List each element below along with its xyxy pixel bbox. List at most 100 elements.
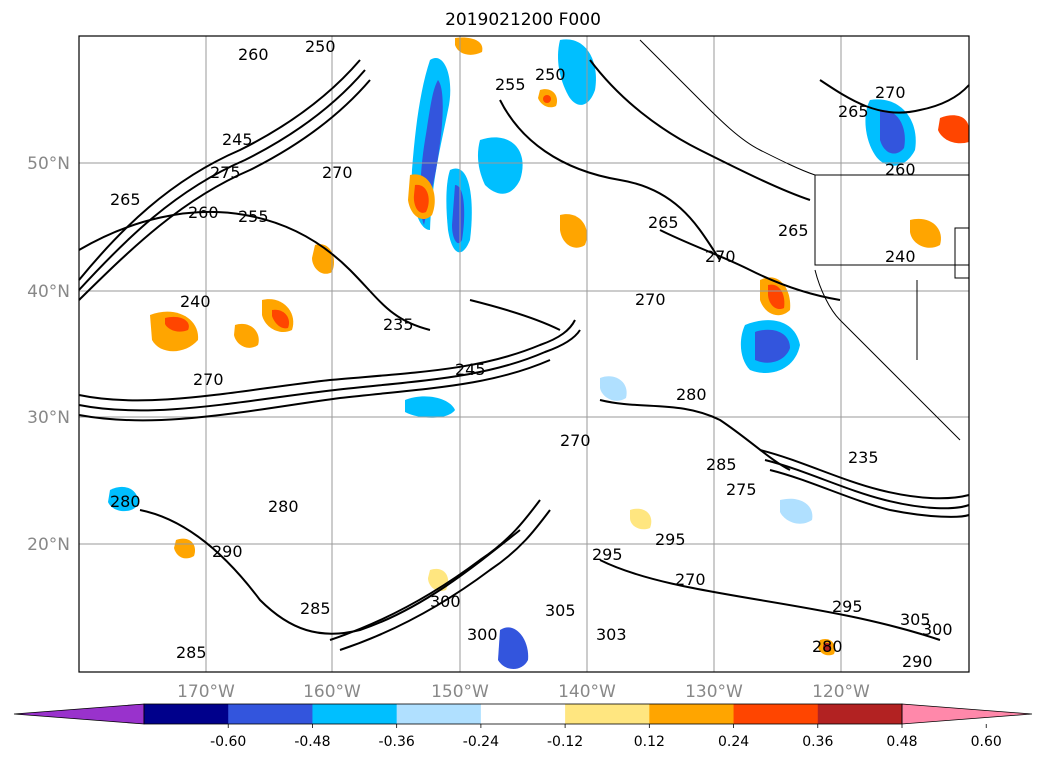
contour-line [764, 459, 970, 510]
shade-patch [755, 329, 790, 363]
contour-lines [78, 59, 970, 651]
contour-label: 255 [495, 75, 526, 94]
lon-label: 140°W [558, 682, 616, 702]
contour-label: 305 [545, 601, 576, 620]
contour-line [139, 509, 521, 635]
colorbar-tick-label: -0.12 [547, 734, 583, 750]
colorbar-segment [817, 704, 903, 724]
contour-label: 280 [676, 385, 707, 404]
contour-label: 245 [222, 130, 253, 149]
colorbar-tick-label: 0.12 [634, 734, 665, 750]
colorbar-segment [649, 704, 735, 724]
map-panel: 260 250 255 250 265 270 245 275 265 260 … [78, 35, 970, 673]
contour-label: 240 [180, 292, 211, 311]
contour-label: 280 [110, 492, 141, 511]
graticule [79, 36, 969, 672]
shade-patch [272, 309, 290, 329]
contour-line [78, 329, 581, 412]
contour-label: 270 [635, 290, 666, 309]
colorbar-segment [396, 704, 482, 724]
colorbar-tick-label: -0.24 [463, 734, 499, 750]
contour-label: 290 [212, 542, 243, 561]
contour-line [329, 499, 541, 641]
map-background [79, 36, 969, 672]
shade-patch [405, 396, 455, 418]
shade-patch [557, 39, 596, 105]
coastlines [639, 39, 970, 441]
colorbar-extend-low [13, 703, 145, 725]
contour-label: 250 [305, 37, 336, 56]
contour-label: 285 [176, 643, 207, 662]
contour-label: 270 [675, 570, 706, 589]
colorbar-tick-label: 0.36 [802, 734, 833, 750]
shade-patch [823, 643, 831, 651]
contour-label: 255 [238, 207, 269, 226]
shade-patch [455, 37, 483, 55]
contour-label: 295 [832, 597, 863, 616]
contour-label: 303 [596, 625, 627, 644]
contour-line [469, 299, 561, 331]
colorbar-outline [143, 703, 903, 725]
contour-label: 265 [838, 102, 869, 121]
contour-label: 240 [885, 247, 916, 266]
lat-label: 20°N [27, 535, 70, 555]
contour-label: 280 [268, 497, 299, 516]
plot-title: 2019021200 F000 [445, 10, 601, 30]
contour-line [78, 69, 366, 291]
contour-label: 250 [535, 65, 566, 84]
shade-patch [498, 627, 529, 669]
contour-label: 295 [592, 545, 623, 564]
shade-patch [108, 486, 139, 512]
map-frame [78, 35, 970, 673]
lon-label: 120°W [812, 682, 870, 702]
shade-patch [938, 115, 969, 144]
colorbar-tick-label: -0.48 [294, 734, 330, 750]
contour-label: 285 [300, 599, 331, 618]
contour-label: 270 [560, 431, 591, 450]
contour-label: 270 [875, 83, 906, 102]
contour-label: 235 [848, 448, 879, 467]
coastline [639, 39, 969, 176]
lon-label: 150°W [431, 682, 489, 702]
contour-label: 300 [467, 625, 498, 644]
colorbar-segment [228, 704, 313, 724]
colorbar-tick-label: 0.48 [886, 734, 917, 750]
contour-label: 275 [726, 480, 757, 499]
shade-patch [452, 185, 465, 244]
contour-line [499, 99, 721, 261]
coastline [814, 269, 961, 441]
contour-label: 290 [902, 652, 933, 671]
shade-patch [165, 316, 189, 332]
shade-patch [413, 184, 429, 213]
contour-label: 245 [455, 360, 486, 379]
colorbar-segment [144, 704, 229, 724]
contour-label: 270 [705, 247, 736, 266]
colorbar-segment [480, 704, 566, 724]
lat-label: 50°N [27, 154, 70, 174]
shade-patch [780, 498, 813, 524]
contour-line [599, 559, 941, 641]
lon-label: 170°W [177, 682, 235, 702]
contour-line [78, 79, 371, 301]
contour-label: 260 [188, 203, 219, 222]
shade-patch [910, 218, 941, 248]
contour-line [78, 359, 551, 422]
colorbar-extend-high [901, 703, 1033, 725]
contour-label: 235 [383, 315, 414, 334]
shade-patch [560, 214, 588, 248]
colorbar-tick-label: -0.60 [210, 734, 246, 750]
shade-patch [543, 95, 551, 103]
contour-label: 300 [922, 620, 953, 639]
contour-label: 280 [812, 637, 843, 656]
coastline [814, 175, 969, 266]
lon-label: 130°W [685, 682, 743, 702]
contour-line [78, 319, 576, 402]
contour-line [589, 59, 811, 201]
contour-line [339, 509, 551, 651]
contour-label: 265 [648, 213, 679, 232]
contour-line [819, 79, 970, 114]
contour-line [659, 229, 841, 301]
contour-label: 275 [210, 163, 241, 182]
contour-label: 265 [110, 190, 141, 209]
